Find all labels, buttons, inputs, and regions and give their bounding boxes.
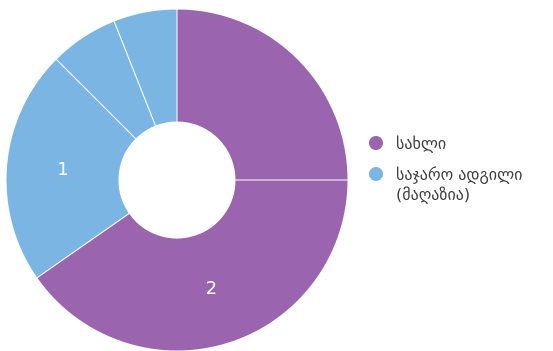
slice-4[interactable] bbox=[113, 8, 178, 127]
slice-0[interactable] bbox=[176, 8, 349, 181]
legend-label-home: სახლი bbox=[396, 134, 446, 153]
legend-item-home[interactable]: სახლი bbox=[369, 134, 446, 153]
slice-label-1: 2 bbox=[206, 278, 217, 299]
chart-legend: სახლი საჯარო ადგილი (მაღაზია) bbox=[369, 134, 527, 204]
slice-1[interactable] bbox=[36, 179, 349, 351]
slice-2[interactable] bbox=[5, 58, 137, 279]
legend-swatch-home bbox=[369, 136, 383, 150]
legend-label-public-place: საჯარო ადგილი (მაღაზია) bbox=[396, 165, 527, 204]
legend-item-public-place[interactable]: საჯარო ადგილი (მაღაზია) bbox=[369, 165, 527, 204]
legend-swatch-public-place bbox=[369, 167, 383, 181]
slice-label-2: 1 bbox=[57, 159, 68, 180]
chart-slices bbox=[5, 8, 349, 351]
slice-labels: 21 bbox=[57, 159, 217, 299]
